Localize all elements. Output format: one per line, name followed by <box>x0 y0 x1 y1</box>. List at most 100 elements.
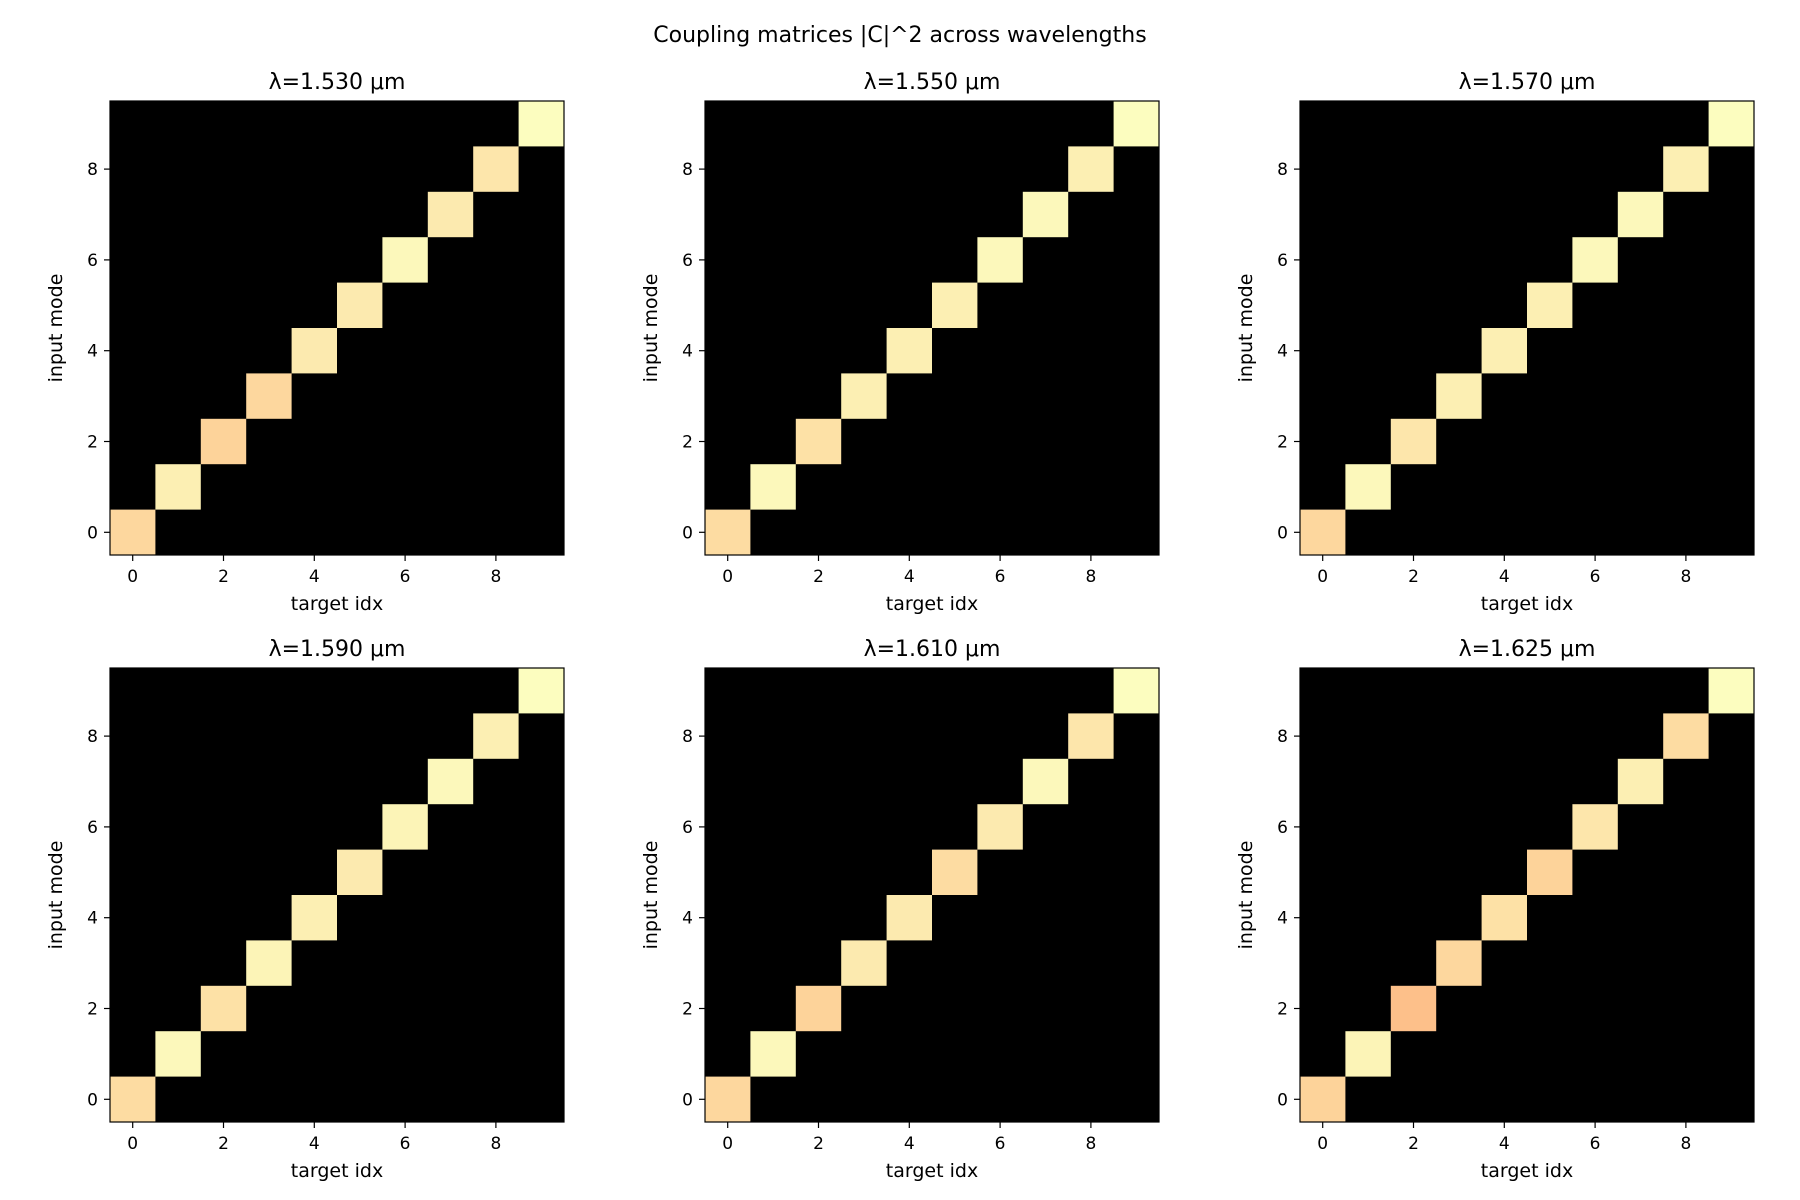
heatmap-cell <box>1481 895 1527 941</box>
x-tick-label: 2 <box>1408 1134 1419 1154</box>
heatmap-cell <box>1481 328 1527 374</box>
heatmap-cell <box>1113 101 1159 147</box>
panel-title: λ=1.530 μm <box>269 70 406 95</box>
heatmap-cell <box>886 895 932 941</box>
heatmap-cell <box>1022 191 1069 238</box>
y-tick-label: 0 <box>1277 523 1288 543</box>
y-tick-label: 6 <box>87 251 98 271</box>
heatmap-cell <box>932 282 978 328</box>
y-tick-label: 4 <box>87 342 98 362</box>
heatmap-cell <box>977 237 1023 283</box>
y-tick-label: 6 <box>1277 251 1288 271</box>
axes-frame <box>1299 100 1755 556</box>
heatmap-cell <box>1113 668 1159 714</box>
figure-title: Coupling matrices |C|^2 across wavelengt… <box>653 23 1146 48</box>
panel-title: λ=1.625 μm <box>1459 637 1596 662</box>
x-tick-label: 0 <box>1317 1134 1328 1154</box>
heatmap-cell <box>337 849 383 895</box>
y-tick-label: 0 <box>87 1090 98 1110</box>
x-tick-label: 2 <box>218 1134 229 1154</box>
x-tick-label: 8 <box>1680 1134 1691 1154</box>
heatmap-panel: 0 2 4 6 8 0 2 4 6 8 λ=1.625 μm target idx input mode <box>1235 637 1755 1182</box>
x-tick-label: 2 <box>813 1134 824 1154</box>
panel-title: λ=1.590 μm <box>269 637 406 662</box>
y-tick-label: 2 <box>682 433 693 453</box>
heatmap-cell <box>977 804 1023 850</box>
heatmap-cell <box>886 328 932 374</box>
heatmap-cell <box>200 985 247 1032</box>
axes-frame <box>109 100 565 556</box>
y-axis-label: input mode <box>1235 841 1257 950</box>
heatmap-cell <box>291 328 337 374</box>
heatmap-cell <box>518 668 564 714</box>
heatmap-cell <box>382 804 428 850</box>
heatmap-cell <box>246 373 292 419</box>
y-tick-label: 2 <box>1277 1000 1288 1020</box>
y-tick-label: 2 <box>682 1000 693 1020</box>
heatmap-cell <box>1663 146 1709 192</box>
y-tick-label: 2 <box>87 1000 98 1020</box>
panel-title: λ=1.570 μm <box>1459 70 1596 95</box>
y-tick-label: 0 <box>682 1090 693 1110</box>
heatmap-cell <box>841 940 887 986</box>
heatmap-cell <box>427 758 474 805</box>
y-tick-label: 8 <box>87 160 98 180</box>
heatmap-cell <box>155 1031 201 1077</box>
y-axis-label: input mode <box>45 274 67 383</box>
y-tick-label: 8 <box>1277 727 1288 747</box>
x-tick-label: 8 <box>1085 567 1096 587</box>
heatmap-cell <box>1022 758 1069 805</box>
x-tick-label: 6 <box>995 567 1006 587</box>
heatmap-cell <box>1300 509 1346 555</box>
heatmap-cell <box>1345 1031 1391 1077</box>
x-tick-label: 8 <box>490 1134 501 1154</box>
x-axis-label: target idx <box>886 593 978 615</box>
x-tick-label: 4 <box>309 1134 320 1154</box>
x-tick-label: 4 <box>904 567 915 587</box>
heatmap-cell <box>200 418 247 465</box>
heatmap-cell <box>1345 464 1391 510</box>
x-tick-label: 6 <box>1590 567 1601 587</box>
y-tick-label: 8 <box>682 727 693 747</box>
heatmap-cell <box>1390 418 1437 465</box>
y-tick-label: 6 <box>87 818 98 838</box>
y-axis-label: input mode <box>640 841 662 950</box>
heatmap-cell <box>518 101 564 147</box>
heatmap-cell <box>473 713 519 759</box>
heatmap-cell <box>1572 237 1618 283</box>
heatmap-cell <box>795 418 842 465</box>
x-tick-label: 6 <box>995 1134 1006 1154</box>
heatmap-cell <box>1663 713 1709 759</box>
x-tick-label: 0 <box>1317 567 1328 587</box>
axes-frame <box>704 667 1160 1123</box>
y-tick-label: 4 <box>682 909 693 929</box>
heatmap-panel: 0 2 4 6 8 0 2 4 6 8 λ=1.590 μm target idx input mode <box>45 637 565 1182</box>
heatmap-cell <box>795 985 842 1032</box>
heatmap-cell <box>291 895 337 941</box>
y-tick-label: 2 <box>1277 433 1288 453</box>
heatmap-cell <box>1617 191 1664 238</box>
heatmap-cell <box>110 1076 156 1122</box>
heatmap-cell <box>841 373 887 419</box>
heatmap-cell <box>155 464 201 510</box>
y-axis-label: input mode <box>1235 274 1257 383</box>
y-tick-label: 4 <box>87 909 98 929</box>
heatmap-cell <box>427 191 474 238</box>
heatmap-cell <box>750 1031 796 1077</box>
x-tick-label: 4 <box>904 1134 915 1154</box>
x-tick-label: 8 <box>490 567 501 587</box>
x-tick-label: 8 <box>1085 1134 1096 1154</box>
y-axis-label: input mode <box>45 841 67 950</box>
heatmap-panel: 0 2 4 6 8 0 2 4 6 8 λ=1.550 μm target idx input mode <box>640 70 1160 615</box>
y-tick-label: 0 <box>682 523 693 543</box>
heatmap-cell <box>382 237 428 283</box>
heatmap-cell <box>705 509 751 555</box>
y-tick-label: 6 <box>682 251 693 271</box>
heatmap-cell <box>1572 804 1618 850</box>
axes-frame <box>109 667 565 1123</box>
heatmap-cell <box>1617 758 1664 805</box>
panels: 0 2 4 6 8 0 2 4 6 8 λ=1.530 μm target idx input mode… <box>45 70 1755 1182</box>
x-axis-label: target idx <box>291 1160 383 1182</box>
heatmap-cell <box>705 1076 751 1122</box>
axes-frame <box>704 100 1160 556</box>
